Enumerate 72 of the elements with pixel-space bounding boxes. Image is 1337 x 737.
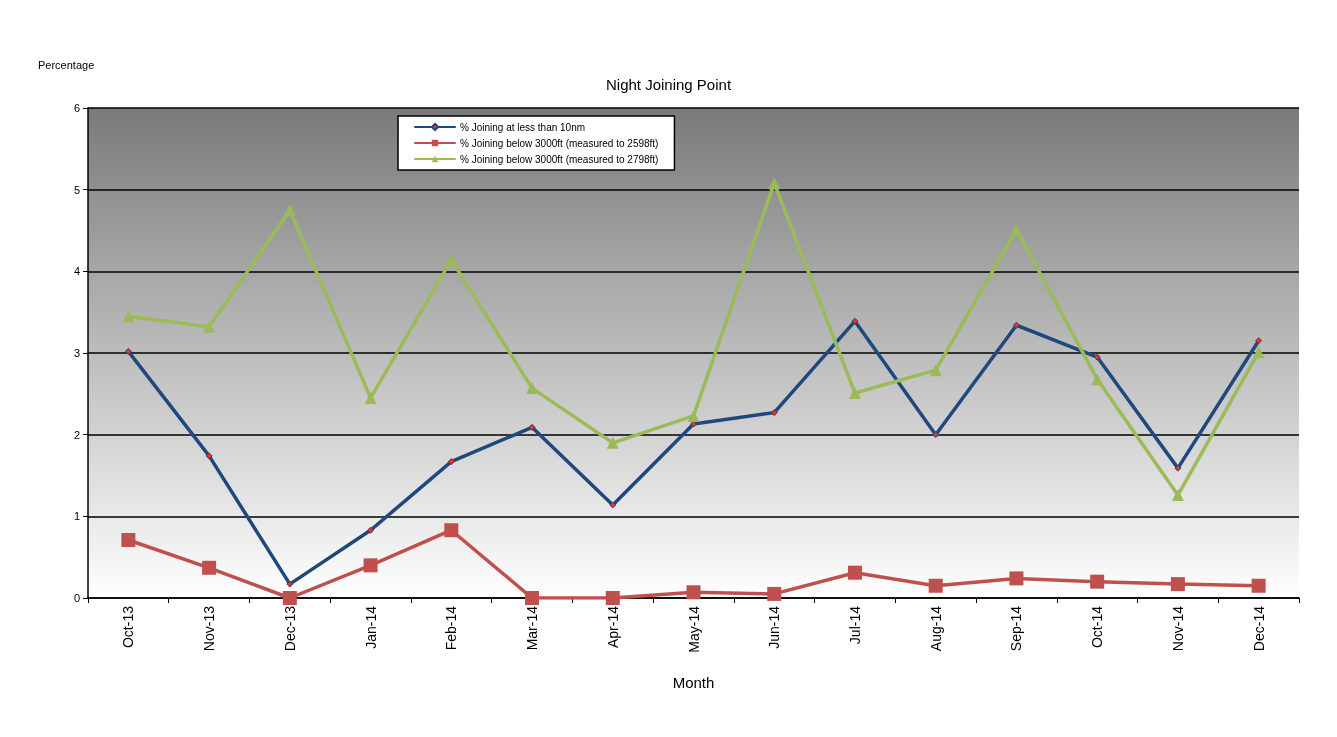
x-tick-label: Feb-14 [443,605,460,651]
x-axis-title: Month [672,674,715,691]
point [687,409,700,422]
point [526,382,539,395]
x-tick-label: Jul-14 [846,605,863,645]
point [444,523,459,538]
point [1255,337,1263,345]
legend-label: % Joining at less than 10nm [460,121,586,133]
point [447,458,455,466]
point [606,436,619,449]
x-tick-label: May-14 [685,605,702,653]
point [928,578,943,593]
point [848,387,861,400]
point [1012,321,1020,329]
point [286,580,294,588]
x-tick-label: Mar-14 [524,605,541,651]
point [283,204,296,217]
x-tick-label: Jun-14 [766,605,783,649]
point [121,533,136,548]
point [203,320,216,333]
y-tick-label: 1 [73,510,80,523]
x-tick-label: Jan-14 [362,605,379,649]
point [605,591,620,605]
x-tick-label: Oct-13 [120,605,137,649]
point [847,565,862,580]
y-tick-label: 4 [73,265,80,278]
x-tick-label: Nov-14 [1169,605,1186,652]
y-tick-label: 6 [73,102,80,114]
point [770,409,778,417]
point [768,177,781,190]
point [767,586,782,601]
point [1010,223,1023,236]
point [1009,571,1024,586]
point [932,431,940,439]
point [1170,577,1185,592]
x-tick-label: Oct-14 [1089,605,1106,649]
point [1251,578,1266,593]
point [851,317,859,325]
point [205,452,213,460]
point [1093,353,1101,361]
y-axis-title: Percentage [38,58,95,71]
point [1174,464,1182,472]
legend-label: % Joining below 3000ft (measured to 2598ft) [460,137,659,149]
point [686,585,701,600]
point [1171,489,1184,502]
y-tick-label: 0 [73,592,80,604]
y-tick-label: 2 [73,428,80,441]
x-tick-label: Dec-14 [1250,605,1267,652]
point [367,526,375,534]
x-tick-label: Dec-13 [281,605,298,652]
point [1252,346,1265,359]
point [202,560,217,575]
point [282,591,297,605]
point [1090,574,1105,589]
y-tick-label: 3 [73,347,80,359]
point [609,501,617,509]
point [445,253,458,266]
point [364,391,377,404]
point [929,364,942,377]
x-tick-label: Nov-13 [201,605,218,652]
x-tick-label: Apr-14 [604,605,621,649]
chart-title: Night Joining Point [605,76,732,93]
point [525,591,540,605]
point [528,423,536,431]
x-tick-label: Aug-14 [927,605,944,652]
y-tick-label: 5 [73,183,80,196]
point [1091,373,1104,386]
point [363,558,378,573]
x-tick-label: Sep-14 [1008,605,1025,652]
point [122,310,135,323]
legend-label: % Joining below 3000ft (measured to 2798ft) [460,153,659,165]
point [124,347,132,355]
